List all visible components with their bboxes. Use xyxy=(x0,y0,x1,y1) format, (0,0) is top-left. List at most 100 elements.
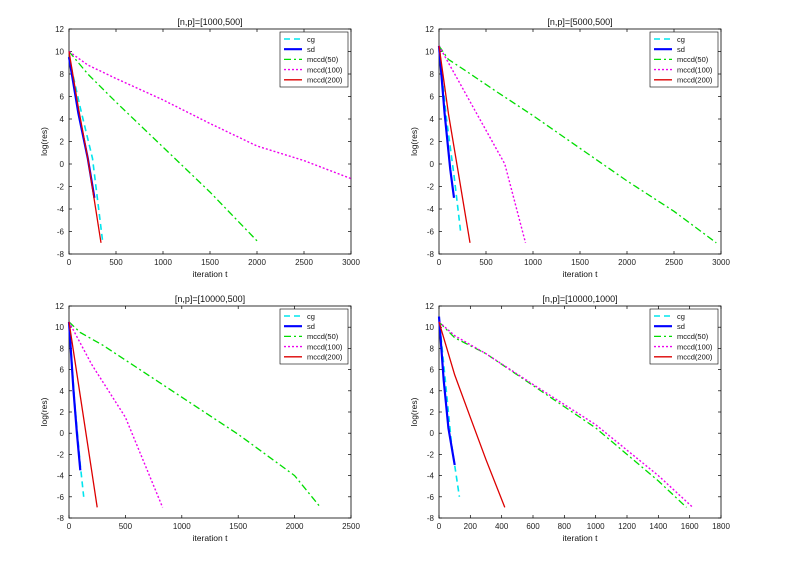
legend-entry-label: mccd(50) xyxy=(307,55,339,64)
y-tick-label: 4 xyxy=(60,115,65,124)
legend-entry-label: mccd(100) xyxy=(677,65,713,74)
chart-title: [n,p]=[5000,500] xyxy=(547,17,612,27)
x-tick-label: 800 xyxy=(558,522,572,531)
chart-1: [n,p]=[1000,500] 0 500 1000 1500 2000 2500 3000… xyxy=(39,17,360,279)
x-axis-label: iteration t xyxy=(563,533,599,543)
x-tick-label: 500 xyxy=(479,258,493,267)
y-tick-label: -4 xyxy=(57,205,65,214)
series-line-mccd50 xyxy=(68,51,260,244)
legend-entry-label: mccd(100) xyxy=(307,65,343,74)
y-tick-label: 12 xyxy=(55,302,64,311)
y-tick-label: 8 xyxy=(430,70,435,79)
y-tick-label: 8 xyxy=(430,344,435,353)
legend-entry-label: mccd(200) xyxy=(307,353,343,362)
y-axis-label: log(res) xyxy=(39,127,49,156)
x-tick-label: 1200 xyxy=(618,522,636,531)
y-tick-label: 0 xyxy=(430,429,435,438)
y-tick-label: -6 xyxy=(57,493,65,502)
y-tick-label: 2 xyxy=(430,408,435,417)
series-line-mccd50 xyxy=(68,321,322,508)
y-tick-label: 10 xyxy=(55,48,64,57)
legend-entry-label: cg xyxy=(307,312,315,321)
y-tick-label: -2 xyxy=(57,183,65,192)
y-axis-label: log(res) xyxy=(409,127,419,156)
x-tick-label: 1600 xyxy=(681,522,699,531)
series-line-sd xyxy=(437,45,456,198)
x-axis-label: iteration t xyxy=(563,269,599,279)
y-axis-label: log(res) xyxy=(39,397,49,426)
y-tick-label: -2 xyxy=(427,450,435,459)
chart-title: [n,p]=[10000,500] xyxy=(175,294,245,304)
x-axis-label: iteration t xyxy=(193,533,229,543)
series-line-sd xyxy=(437,316,456,466)
x-tick-label: 1500 xyxy=(201,258,219,267)
legend-entry-label: cg xyxy=(307,35,315,44)
x-tick-label: 1000 xyxy=(173,522,191,531)
legend-entry-label: sd xyxy=(307,322,315,331)
series-line-mccd50 xyxy=(438,321,687,508)
legend-box xyxy=(279,31,349,88)
x-tick-label: 1800 xyxy=(712,522,730,531)
legend-entry-label: sd xyxy=(677,45,685,54)
y-tick-label: -2 xyxy=(57,450,65,459)
y-tick-label: 4 xyxy=(430,387,435,396)
series-line-mccd100 xyxy=(438,321,694,508)
y-tick-label: 6 xyxy=(430,93,435,102)
y-tick-label: 2 xyxy=(430,138,435,147)
x-tick-label: 0 xyxy=(67,522,72,531)
legend-entry-label: mccd(200) xyxy=(677,76,713,85)
y-tick-label: 12 xyxy=(55,25,64,34)
y-tick-label: 2 xyxy=(60,138,65,147)
x-tick-label: 500 xyxy=(119,522,133,531)
y-tick-label: 4 xyxy=(60,387,65,396)
x-tick-label: 2000 xyxy=(248,258,266,267)
y-tick-label: -6 xyxy=(57,228,65,237)
chart-4: [n,p]=[10000,1000] 0 200 400 600 800 1000 1200 1… xyxy=(409,294,730,543)
legend-box xyxy=(279,308,349,365)
x-tick-label: 400 xyxy=(495,522,509,531)
chart-2: [n,p]=[5000,500] 0 500 1000 1500 2000 2500 3000… xyxy=(409,17,730,279)
legend-entry-label: mccd(200) xyxy=(677,353,713,362)
series-line-mccd200 xyxy=(68,321,98,508)
legend-entry-label: sd xyxy=(677,322,685,331)
y-tick-label: -6 xyxy=(427,493,435,502)
y-tick-label: -8 xyxy=(57,250,65,259)
y-tick-label: 6 xyxy=(60,366,65,375)
x-tick-label: 1000 xyxy=(587,522,605,531)
x-tick-label: 2500 xyxy=(665,258,683,267)
y-tick-label: -8 xyxy=(427,514,435,523)
x-tick-label: 600 xyxy=(526,522,540,531)
y-tick-label: -8 xyxy=(57,514,65,523)
chart-title: [n,p]=[10000,1000] xyxy=(542,294,617,304)
legend-entry-label: mccd(200) xyxy=(307,76,343,85)
x-tick-label: 2000 xyxy=(618,258,636,267)
y-tick-label: 4 xyxy=(430,115,435,124)
legend-box xyxy=(649,308,719,365)
chart-title: [n,p]=[1000,500] xyxy=(177,17,242,27)
series-line-mccd200 xyxy=(438,45,471,243)
y-tick-label: -4 xyxy=(57,472,65,481)
y-tick-label: -2 xyxy=(427,183,435,192)
y-tick-label: 12 xyxy=(425,25,434,34)
x-tick-label: 0 xyxy=(437,522,442,531)
chart-3: [n,p]=[10000,500] 0 500 1000 1500 2000 2500 -8 -… xyxy=(39,294,360,543)
series-line-sd xyxy=(67,321,82,471)
legend-entry-label: cg xyxy=(677,312,685,321)
y-tick-label: 0 xyxy=(60,429,65,438)
series-line-cg xyxy=(438,45,462,232)
series-line-mccd200 xyxy=(438,321,506,508)
x-tick-label: 0 xyxy=(67,258,72,267)
x-tick-label: 3000 xyxy=(342,258,360,267)
series-line-mccd100 xyxy=(68,321,164,508)
y-tick-label: 10 xyxy=(425,48,434,57)
y-tick-label: -8 xyxy=(427,250,435,259)
x-tick-label: 0 xyxy=(437,258,442,267)
x-tick-label: 1000 xyxy=(154,258,172,267)
y-axis-label: log(res) xyxy=(409,397,419,426)
x-tick-label: 1500 xyxy=(229,522,247,531)
series-line-mccd100 xyxy=(438,45,527,243)
x-tick-label: 3000 xyxy=(712,258,730,267)
y-tick-label: -4 xyxy=(427,472,435,481)
